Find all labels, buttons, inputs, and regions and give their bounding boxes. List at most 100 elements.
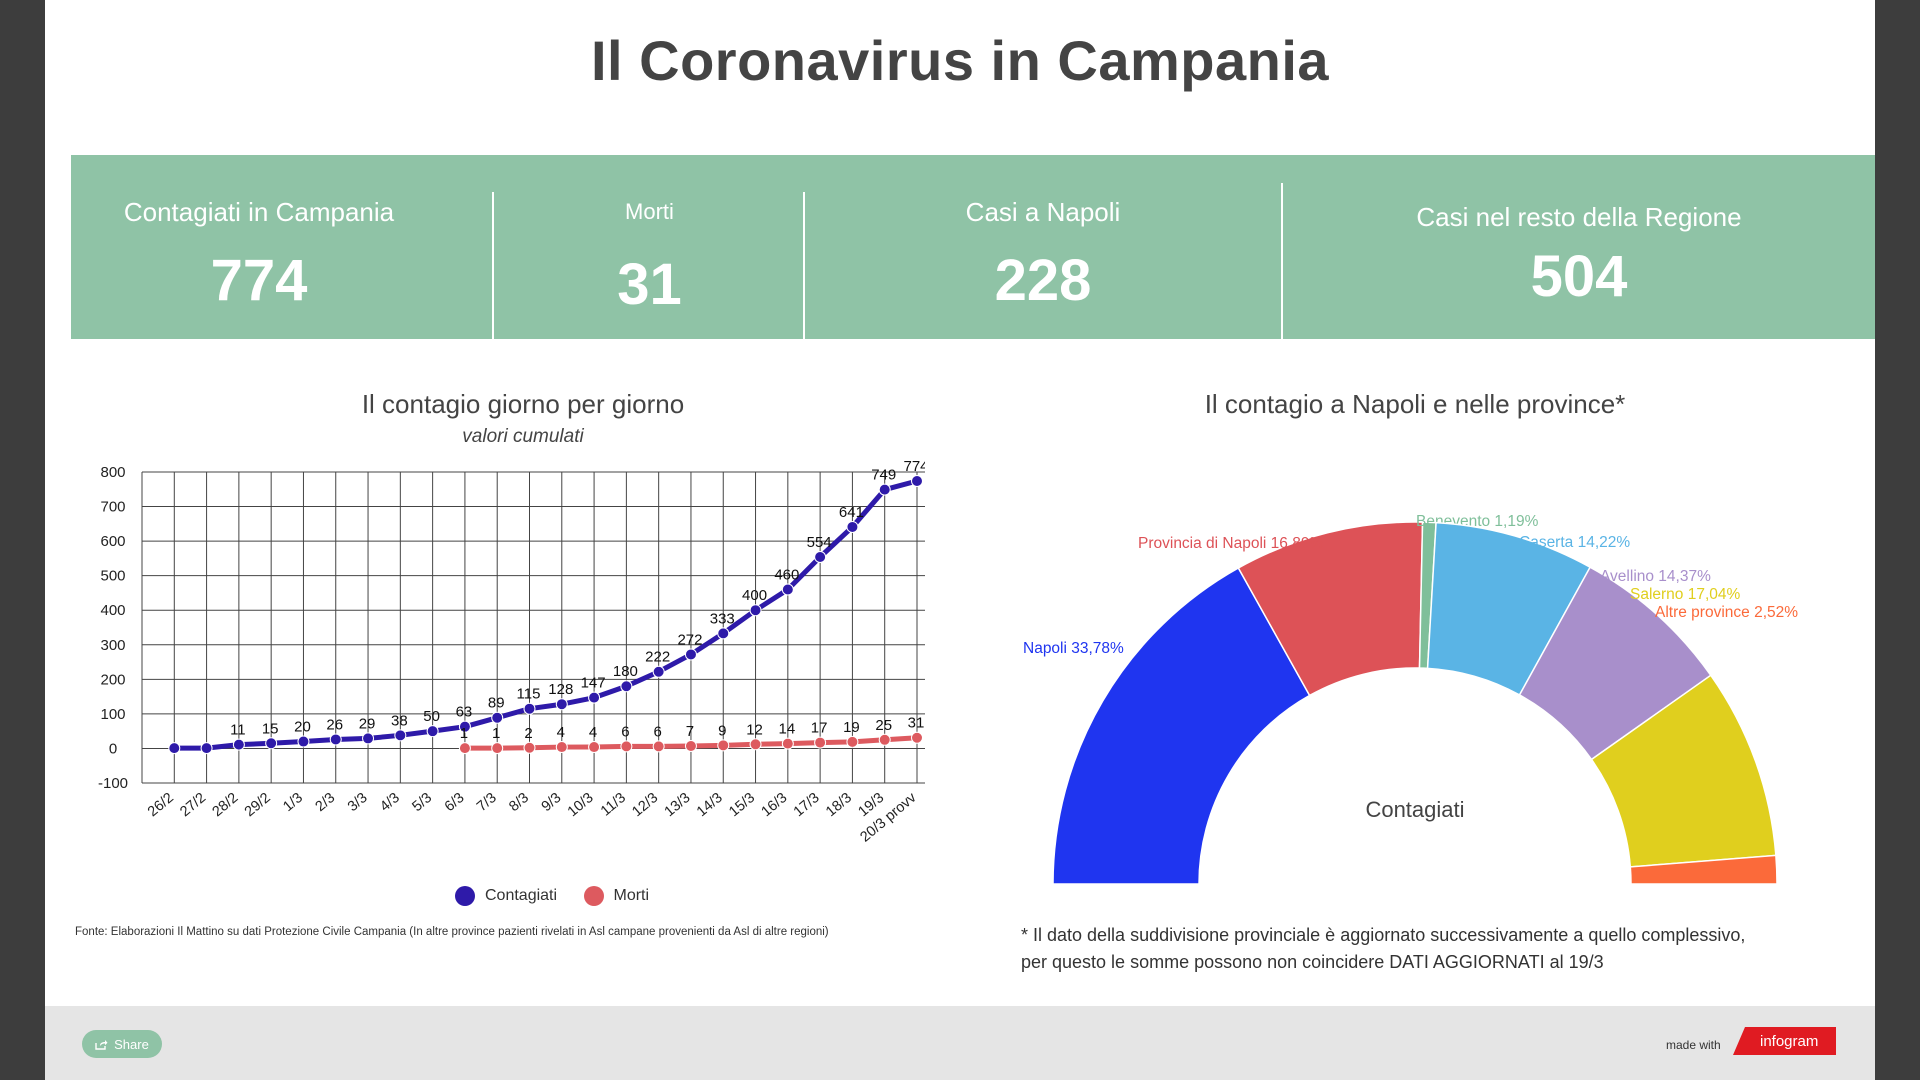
y-tick-label: 300 (100, 637, 125, 654)
x-tick-label: 11/3 (598, 790, 629, 820)
data-label: 128 (548, 681, 573, 698)
data-label: 554 (807, 534, 832, 551)
x-tick-label: 29/2 (242, 790, 274, 820)
y-tick-label: -100 (98, 775, 128, 792)
legend-label: Morti (613, 887, 650, 905)
data-point (814, 736, 827, 749)
slice-label: Salerno 17,04% (1630, 586, 1741, 603)
data-point (911, 731, 923, 744)
data-label: 4 (589, 724, 597, 741)
y-tick-label: 100 (100, 706, 125, 723)
data-point (717, 627, 730, 640)
y-tick-label: 600 (100, 533, 125, 550)
data-label: 9 (718, 722, 726, 739)
data-point (814, 551, 827, 564)
data-point (878, 483, 891, 496)
y-tick-label: 800 (100, 464, 125, 481)
data-label: 63 (456, 704, 473, 721)
data-point (491, 742, 504, 755)
y-tick-label: 400 (100, 602, 125, 619)
x-tick-label: 27/2 (177, 790, 209, 820)
stat-morti: Morti 31 (494, 155, 805, 339)
slice-label: Provincia di Napoli 16,89% (1138, 535, 1323, 552)
data-label: 31 (908, 715, 925, 732)
data-point (781, 737, 794, 750)
donut-center-label: Contagiati (1365, 797, 1464, 822)
x-tick-label: 15/3 (726, 790, 758, 820)
data-point (652, 665, 665, 678)
x-tick-label: 16/3 (758, 790, 790, 820)
data-label: 26 (326, 716, 343, 733)
y-tick-label: 700 (100, 499, 125, 516)
footnote-line: * Il dato della suddivisione provinciale… (1021, 925, 1746, 945)
footer-bar: Share made with infogram (45, 1006, 1875, 1080)
data-point (168, 742, 181, 755)
data-label: 115 (517, 686, 541, 703)
legend-dot-morti (583, 886, 604, 906)
y-tick-label: 500 (100, 568, 125, 585)
x-tick-label: 9/3 (539, 790, 565, 815)
slice-label: Napoli 33,78% (1023, 640, 1124, 657)
data-point (684, 648, 697, 661)
slice-label: Avellino 14,37% (1600, 568, 1711, 585)
data-label: 20 (294, 719, 311, 736)
x-tick-label: 5/3 (409, 790, 435, 815)
x-tick-label: 12/3 (629, 790, 661, 820)
data-label: 38 (391, 712, 408, 729)
page-title: Il Coronavirus in Campania (590, 29, 1330, 92)
data-label: 29 (359, 715, 376, 732)
series-line-contagiati (174, 478, 918, 751)
donut-chart: Napoli 33,78%Provincia di Napoli 16,89%B… (1023, 513, 1798, 885)
data-label: 1 (492, 725, 500, 742)
slice-label: Altre province 2,52% (1655, 604, 1798, 621)
data-label: 12 (746, 721, 763, 738)
stat-value: 31 (617, 252, 682, 317)
data-point (426, 725, 439, 738)
x-tick-label: 6/3 (442, 790, 468, 815)
data-label: 222 (645, 649, 670, 666)
data-label: 147 (581, 675, 606, 692)
slice-label: Caserta 14,22% (1519, 534, 1630, 551)
data-label: 2 (524, 725, 532, 742)
stat-casi-napoli: Casi a Napoli 228 (805, 155, 1281, 339)
donut-chart-title: Il contagio a Napoli e nelle province* (1204, 389, 1626, 419)
data-point (749, 738, 762, 751)
line-chart-legend: Contagiati Morti (455, 886, 671, 906)
data-point (362, 732, 375, 745)
legend-item-contagiati[interactable]: Contagiati (455, 886, 557, 906)
stats-band: Contagiati in Campania 774 Morti 31 Casi… (71, 155, 1875, 339)
share-button[interactable]: Share (82, 1030, 162, 1058)
stat-value: 774 (210, 248, 308, 313)
x-tick-label: 1/3 (280, 790, 306, 815)
stat-label: Casi nel resto della Regione (1416, 202, 1742, 232)
data-label: 6 (653, 723, 661, 740)
data-point (458, 720, 471, 733)
data-point (329, 733, 342, 746)
legend-label: Contagiati (485, 887, 558, 905)
data-point (652, 740, 665, 753)
share-icon (95, 1039, 108, 1050)
x-tick-label: 26/2 (145, 790, 177, 820)
data-label: 25 (875, 717, 892, 734)
data-label: 50 (423, 708, 440, 725)
data-point (588, 691, 601, 704)
data-label: 272 (677, 631, 702, 648)
x-tick-label: 14/3 (694, 790, 726, 820)
line-chart-title: Il contagio giorno per giorno (361, 389, 685, 419)
x-tick-label: 8/3 (506, 790, 532, 815)
legend-item-morti[interactable]: Morti (583, 886, 650, 906)
data-point (555, 698, 568, 711)
donut-slice-napoli (1052, 566, 1311, 885)
data-point (555, 741, 568, 754)
data-point (620, 680, 633, 693)
data-label: 460 (774, 566, 799, 583)
stat-contagiati: Contagiati in Campania 774 (71, 155, 447, 339)
data-label: 4 (557, 724, 565, 741)
data-label: 774 (903, 458, 925, 475)
data-label: 19 (843, 719, 860, 736)
x-tick-label: 2/3 (313, 790, 339, 815)
data-point (394, 729, 407, 742)
data-point (458, 742, 471, 755)
infogram-logo[interactable]: infogram (1733, 1027, 1836, 1055)
